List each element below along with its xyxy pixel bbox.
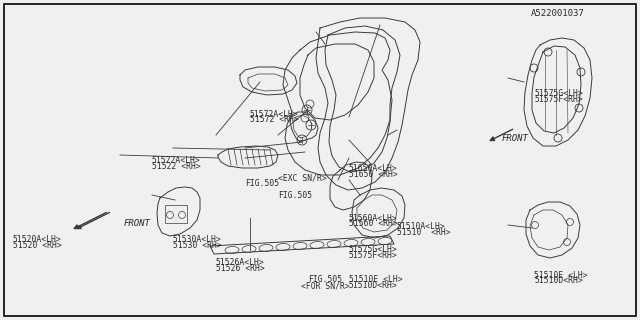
Text: 51572A<LH>: 51572A<LH> (250, 110, 298, 119)
Text: 51650A<LH>: 51650A<LH> (349, 164, 397, 173)
Text: 51522 <RH>: 51522 <RH> (152, 162, 200, 171)
Text: FRONT: FRONT (501, 134, 528, 143)
Text: FRONT: FRONT (124, 220, 150, 228)
Text: 51520 <RH>: 51520 <RH> (13, 241, 61, 250)
Text: 51510E <LH>: 51510E <LH> (349, 275, 403, 284)
Text: 51572 <RH>: 51572 <RH> (250, 116, 298, 124)
Text: 51522A<LH>: 51522A<LH> (152, 156, 200, 165)
Text: 51650 <RH>: 51650 <RH> (349, 170, 397, 179)
Text: 51510A<LH>: 51510A<LH> (397, 222, 445, 231)
Text: <EXC SN/R>: <EXC SN/R> (278, 173, 327, 182)
Text: 51530 <RH>: 51530 <RH> (173, 241, 221, 250)
Text: 51510E <LH>: 51510E <LH> (534, 271, 588, 280)
Text: 51560A<LH>: 51560A<LH> (349, 214, 397, 223)
Text: 51510  <RH>: 51510 <RH> (397, 228, 451, 237)
Text: A522001037: A522001037 (531, 9, 585, 18)
Bar (165, 205, 187, 223)
Text: 51560 <RH>: 51560 <RH> (349, 220, 397, 228)
Text: 51526A<LH>: 51526A<LH> (216, 258, 264, 267)
Text: <FOR SN/R>: <FOR SN/R> (301, 282, 349, 291)
Text: 51520A<LH>: 51520A<LH> (13, 236, 61, 244)
Text: 51526 <RH>: 51526 <RH> (216, 264, 264, 273)
Text: 51510D<RH>: 51510D<RH> (534, 276, 583, 285)
Text: 51575G<LH>: 51575G<LH> (534, 89, 583, 98)
Text: 51510D<RH>: 51510D<RH> (349, 281, 397, 290)
Text: FIG.505: FIG.505 (245, 179, 279, 188)
Text: 51575F<RH>: 51575F<RH> (534, 95, 583, 104)
Text: FIG.505: FIG.505 (308, 275, 342, 284)
Text: 51575F<RH>: 51575F<RH> (349, 251, 397, 260)
Text: 51530A<LH>: 51530A<LH> (173, 236, 221, 244)
Text: FIG.505: FIG.505 (278, 191, 312, 200)
Text: 51575G<LH>: 51575G<LH> (349, 245, 397, 254)
